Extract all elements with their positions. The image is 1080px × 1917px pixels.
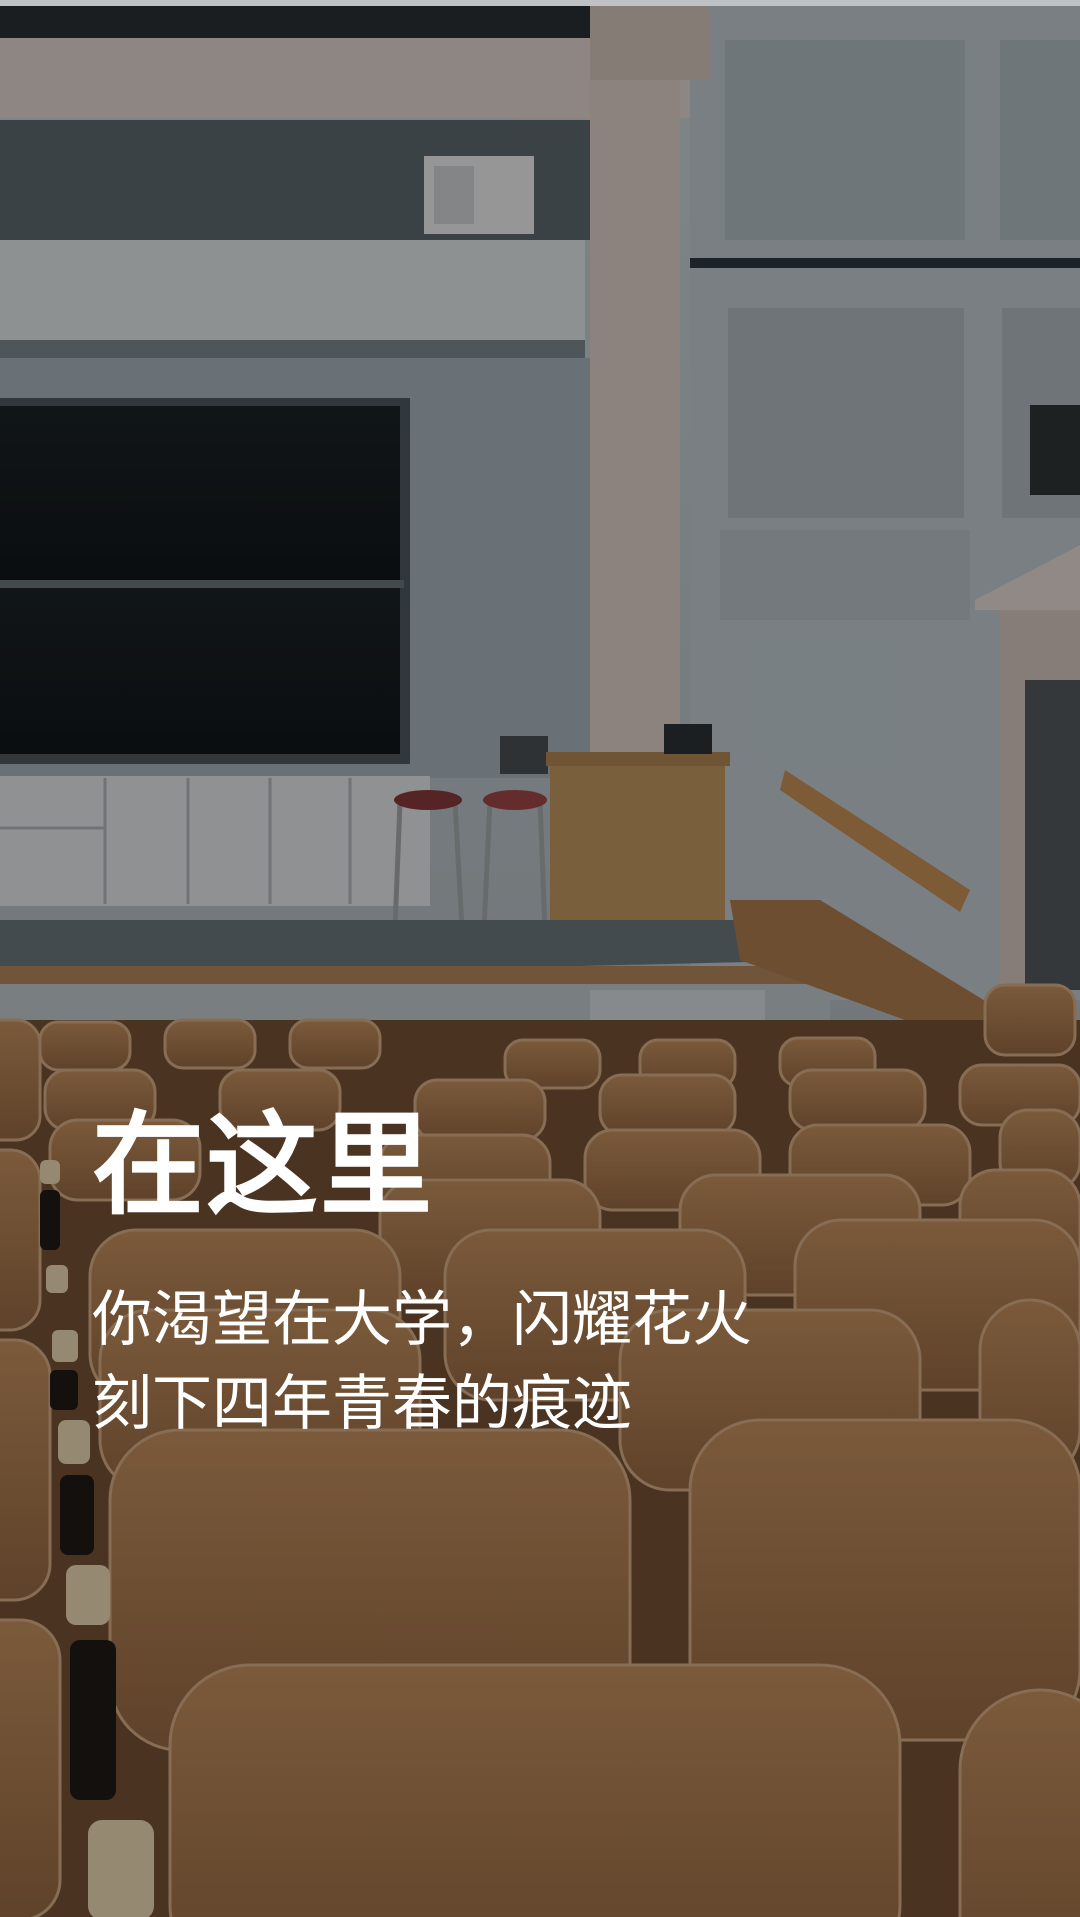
intro-text-block: 在这里 你渴望在大学，闪耀花火 刻下四年青春的痕迹 (92, 1110, 992, 1446)
status-bar (0, 0, 1080, 6)
headline: 在这里 (92, 1101, 434, 1231)
subtitle-line-1: 你渴望在大学，闪耀花火 (92, 1285, 752, 1355)
subtitle-line-2: 刻下四年青春的痕迹 (92, 1369, 632, 1439)
